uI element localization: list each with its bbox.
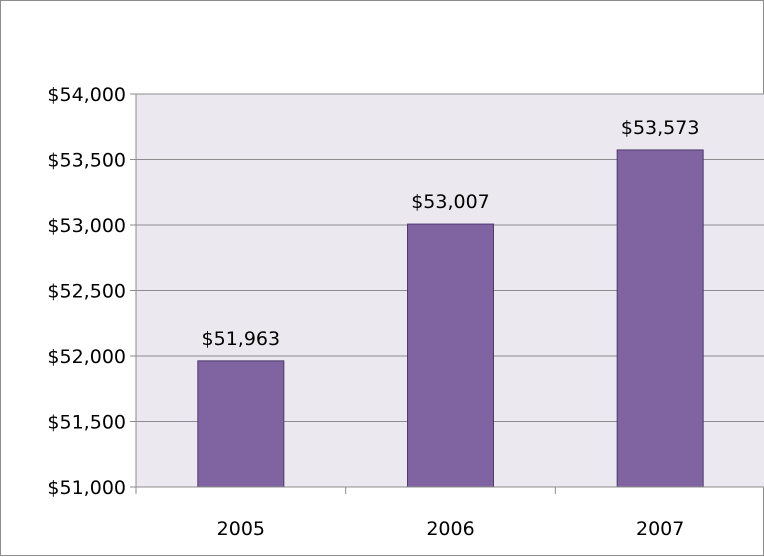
axes [130,93,764,494]
y-tick-label: $51,500 [47,412,126,434]
y-tick-label: $53,000 [47,215,126,237]
y-tick-label: $53,500 [47,150,126,172]
y-tick-label: $52,000 [47,346,126,368]
bar-2006 [407,223,494,488]
y-tick-label: $51,000 [47,477,126,499]
x-category-label: 2006 [426,518,474,540]
y-tick-label: $52,500 [47,281,126,303]
labels: $51,000 $51,500 $52,000 $52,500 $53,000 $53,5… [47,84,699,540]
bar-2005 [197,360,285,488]
bar-2007 [616,149,704,488]
y-tick-label: $54,000 [47,84,126,106]
data-label-2006: $53,007 [411,191,490,213]
x-category-label: 2005 [217,518,265,540]
data-label-2007: $53,573 [621,117,700,139]
x-category-label: 2007 [636,518,684,540]
bars [197,149,704,488]
data-label-2005: $51,963 [202,328,281,350]
